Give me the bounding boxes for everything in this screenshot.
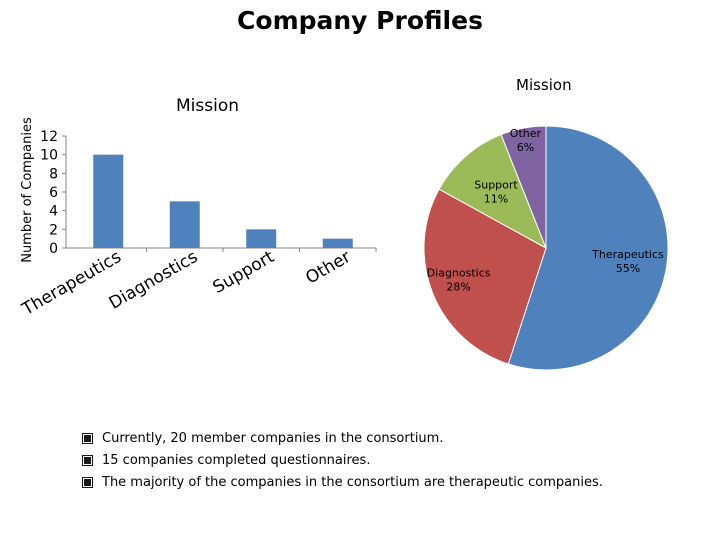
x-tick-label: Support	[210, 247, 278, 298]
page-title: Company Profiles	[237, 6, 483, 35]
y-tick-label: 10	[40, 148, 58, 164]
pie-slice-label: Support	[474, 178, 518, 191]
y-axis-label: Number of Companies	[20, 117, 35, 263]
pie-chart-title: Mission	[516, 76, 572, 94]
note-text: The majority of the companies in the con…	[102, 475, 603, 490]
bar-chart-title: Mission	[176, 96, 240, 116]
checkbox-bullet-icon	[82, 433, 93, 444]
note-item: The majority of the companies in the con…	[82, 472, 603, 494]
checkbox-bullet-icon	[82, 455, 93, 466]
note-text: Currently, 20 member companies in the co…	[102, 431, 444, 446]
notes-list: Currently, 20 member companies in the co…	[82, 428, 603, 494]
y-tick-label: 2	[49, 222, 58, 238]
pie-slice-label: Therapeutics	[591, 248, 664, 261]
pie-slice-value: 11%	[484, 192, 508, 205]
y-tick-label: 8	[49, 166, 58, 182]
y-tick-label: 0	[49, 241, 58, 257]
bar	[93, 154, 124, 248]
note-item: 15 companies completed questionnaires.	[82, 450, 603, 472]
pie-slice-label: Other	[510, 127, 542, 140]
pie-slice-value: 6%	[517, 141, 534, 154]
pie-slice	[423, 188, 547, 365]
y-tick-label: 6	[49, 185, 58, 201]
y-tick-label: 4	[49, 204, 58, 220]
bar	[322, 238, 353, 248]
pie-slice-value: 55%	[616, 262, 640, 275]
bar	[169, 201, 200, 248]
pie-slice-value: 28%	[446, 280, 470, 293]
checkbox-bullet-icon	[82, 477, 93, 488]
pie-slice-label: Diagnostics	[427, 266, 491, 279]
y-tick-label: 12	[40, 129, 58, 145]
note-item: Currently, 20 member companies in the co…	[82, 428, 603, 450]
pie-slice	[507, 125, 669, 371]
note-text: 15 companies completed questionnaires.	[102, 453, 371, 468]
pie-slice	[438, 133, 547, 250]
pie-slice	[500, 125, 547, 249]
bar	[246, 229, 277, 248]
x-tick-label: Other	[302, 247, 354, 288]
